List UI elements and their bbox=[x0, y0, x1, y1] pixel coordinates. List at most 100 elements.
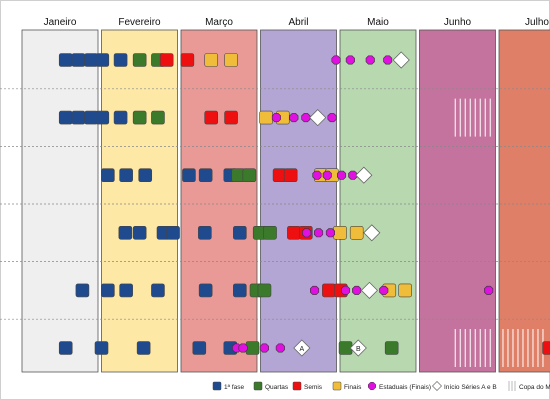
event-primeira-fase bbox=[198, 283, 213, 298]
event-quartas bbox=[132, 110, 147, 125]
event-primeira-fase bbox=[95, 110, 110, 125]
legend-item-semis: Semis bbox=[292, 381, 323, 391]
legend: 1ª fase Quartas Semis Finais Estaduais (Fina… bbox=[212, 381, 550, 391]
legend-label: Estaduais (Finais) bbox=[379, 384, 431, 391]
month-band-abril bbox=[260, 29, 337, 373]
event-primeira-fase bbox=[233, 283, 247, 298]
legend-item-quartas: Quartas bbox=[253, 381, 289, 391]
event-quartas bbox=[151, 110, 165, 125]
legend-swatch bbox=[253, 381, 263, 391]
legend-label: Quartas bbox=[265, 384, 289, 391]
event-semis bbox=[159, 53, 174, 67]
legend-swatch bbox=[292, 381, 302, 391]
event-estaduais bbox=[312, 170, 322, 180]
legend-swatch bbox=[432, 381, 442, 391]
event-estaduais bbox=[365, 55, 375, 65]
event-estaduais bbox=[352, 285, 362, 295]
event-finais bbox=[333, 226, 347, 240]
month-band-maio bbox=[339, 29, 417, 373]
event-series-start: A bbox=[293, 339, 311, 357]
event-estaduais bbox=[259, 343, 270, 353]
event-quartas bbox=[384, 341, 399, 355]
event-quartas bbox=[245, 341, 260, 355]
month-label-janeiro: Janeiro bbox=[44, 17, 77, 28]
event-estaduais bbox=[301, 113, 311, 123]
event-estaduais bbox=[327, 113, 337, 123]
series-diamond bbox=[355, 166, 373, 184]
event-series-start bbox=[355, 166, 373, 184]
event-estaduais bbox=[379, 285, 389, 295]
event-primeira-fase bbox=[138, 168, 153, 182]
event-quartas bbox=[257, 283, 272, 298]
legend-swatch bbox=[368, 382, 376, 390]
legend-item-primeira-fase: 1ª fase bbox=[212, 381, 244, 391]
month-bands: Janeiro Fevereiro Março Abril Maio Junho Julho bbox=[21, 17, 550, 373]
series-diamond bbox=[392, 51, 410, 69]
series-label: B bbox=[356, 346, 361, 353]
legend-item-copa: Copa do M bbox=[508, 381, 550, 391]
event-primeira-fase bbox=[198, 168, 213, 182]
month-band-junho bbox=[419, 29, 496, 373]
event-estaduais bbox=[322, 170, 332, 180]
event-primeira-fase bbox=[113, 53, 128, 67]
event-estaduais bbox=[336, 170, 347, 180]
month-band-fevereiro bbox=[101, 29, 178, 373]
month-label-fevereiro: Fevereiro bbox=[118, 17, 161, 28]
event-semis bbox=[542, 341, 550, 355]
series-diamond bbox=[293, 339, 311, 357]
event-estaduais bbox=[345, 55, 355, 65]
event-primeira-fase bbox=[166, 226, 180, 240]
event-finais bbox=[259, 110, 273, 125]
event-semis bbox=[180, 53, 195, 67]
series-label: A bbox=[300, 346, 305, 353]
event-primeira-fase bbox=[71, 110, 86, 125]
event-finais bbox=[204, 53, 219, 67]
legend-item-finais: Finais bbox=[332, 381, 362, 391]
month-band-marco bbox=[180, 29, 258, 373]
event-series-start bbox=[360, 281, 378, 299]
event-primeira-fase bbox=[113, 110, 128, 125]
month-label-abril: Abril bbox=[288, 17, 308, 28]
event-primeira-fase bbox=[71, 53, 86, 67]
series-diamond bbox=[363, 224, 381, 242]
event-estaduais bbox=[302, 228, 312, 238]
event-quartas bbox=[263, 226, 277, 240]
event-finais bbox=[398, 283, 412, 298]
event-primeira-fase bbox=[182, 168, 196, 182]
legend-item-series: Início Séries A e B bbox=[432, 381, 497, 391]
event-finais bbox=[224, 53, 238, 67]
event-primeira-fase bbox=[233, 226, 247, 240]
event-primeira-fase bbox=[101, 168, 115, 182]
event-estaduais bbox=[340, 285, 351, 295]
event-estaduais bbox=[331, 55, 341, 65]
event-primeira-fase bbox=[119, 283, 133, 298]
event-quartas bbox=[132, 53, 147, 67]
legend-swatch bbox=[332, 381, 342, 391]
event-primeira-fase bbox=[198, 226, 212, 240]
event-primeira-fase bbox=[58, 110, 73, 125]
event-primeira-fase bbox=[118, 226, 133, 240]
event-finais bbox=[349, 226, 364, 240]
event-series-start bbox=[309, 109, 327, 127]
legend-swatch bbox=[212, 381, 222, 391]
legend-label: 1ª fase bbox=[224, 384, 244, 391]
series-diamond bbox=[309, 109, 327, 127]
event-primeira-fase bbox=[151, 283, 165, 298]
event-estaduais bbox=[325, 228, 336, 238]
event-estaduais bbox=[289, 113, 299, 123]
event-estaduais bbox=[348, 170, 358, 180]
event-estaduais bbox=[383, 55, 393, 65]
month-label-junho: Junho bbox=[444, 17, 472, 28]
event-estaduais bbox=[484, 285, 494, 295]
event-primeira-fase bbox=[136, 341, 151, 355]
legend-item-estaduais: Estaduais (Finais) bbox=[368, 382, 431, 391]
event-semis bbox=[283, 168, 298, 182]
legend-label: Semis bbox=[304, 384, 323, 391]
event-primeira-fase bbox=[94, 341, 109, 355]
event-series-start: B bbox=[349, 339, 367, 357]
month-label-maio: Maio bbox=[367, 17, 389, 28]
event-estaduais bbox=[313, 228, 324, 238]
series-diamond bbox=[360, 281, 378, 299]
event-primeira-fase bbox=[101, 283, 115, 298]
